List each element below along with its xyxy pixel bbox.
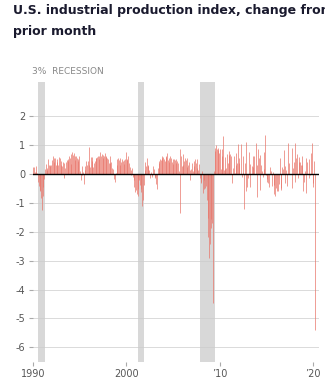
Text: U.S. industrial production index, change from: U.S. industrial production index, change… <box>13 4 325 17</box>
Text: prior month: prior month <box>13 25 96 38</box>
Bar <box>38 82 45 362</box>
Bar <box>200 82 215 362</box>
Bar <box>138 82 144 362</box>
Text: 3%  RECESSION: 3% RECESSION <box>32 67 104 76</box>
